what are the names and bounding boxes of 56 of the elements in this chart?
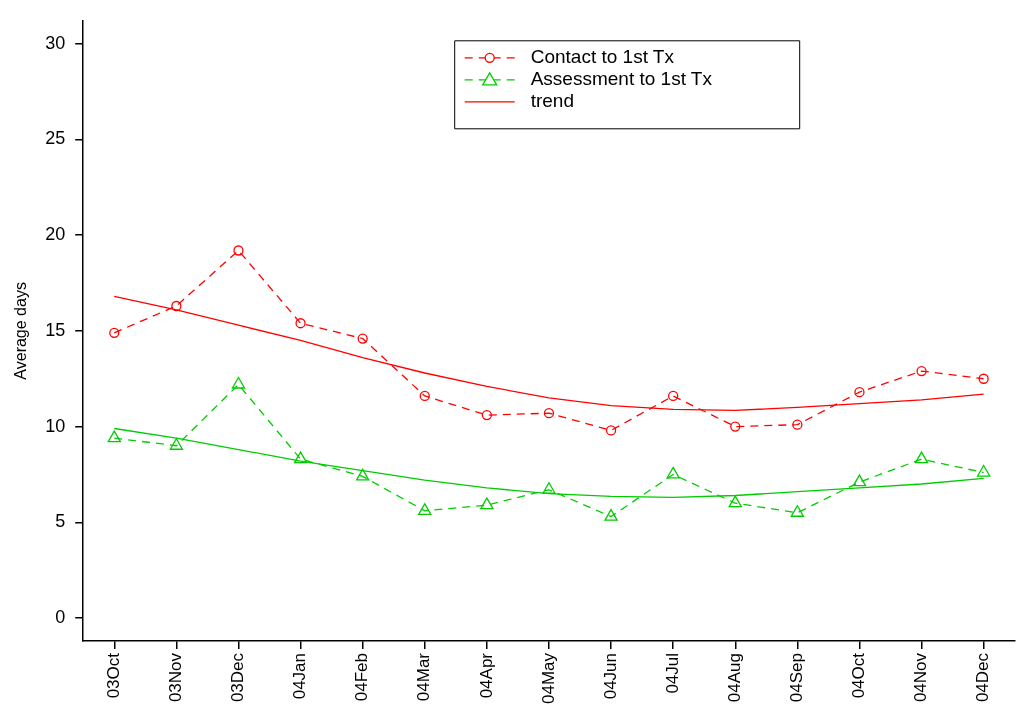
x-tick-label: 04May: [538, 652, 558, 705]
point: [854, 386, 865, 398]
point: [107, 430, 121, 443]
point: [233, 245, 244, 256]
x-tick-label: 04Oct: [849, 652, 869, 699]
point: [852, 474, 867, 487]
y-axis-title: Average days: [12, 282, 30, 380]
x-tick-label: 04Aug: [724, 652, 744, 703]
point: [481, 409, 493, 421]
point: [480, 497, 494, 510]
legend-label: Contact to 1st Tx: [530, 46, 675, 68]
x-tick-label: 04Dec: [973, 652, 993, 703]
point: [355, 468, 370, 481]
point: [293, 451, 308, 464]
point: [668, 390, 679, 402]
point: [790, 505, 805, 517]
point: [109, 327, 120, 338]
point: [169, 438, 184, 450]
point: [295, 318, 306, 329]
legend-label: trend: [530, 90, 575, 112]
y-tick-label: 15: [45, 319, 66, 340]
x-tick-label: 04Jan: [290, 652, 310, 700]
point: [357, 333, 368, 344]
y-tick-label: 5: [55, 511, 66, 532]
y-tick-label: 30: [45, 32, 66, 53]
point: [605, 425, 617, 436]
x-tick-label: 04Feb: [352, 652, 372, 702]
point: [418, 503, 432, 515]
point: [231, 376, 246, 389]
point: [543, 408, 555, 419]
y-tick-label: 10: [45, 415, 66, 436]
x-tick-label: 04Nov: [911, 652, 931, 703]
point: [666, 466, 680, 479]
y-tick-label: 20: [45, 224, 66, 245]
x-tick-label: 03Nov: [166, 652, 186, 703]
point: [171, 300, 182, 312]
x-tick-label: 04Sep: [787, 652, 807, 703]
point: [730, 421, 741, 432]
point: [542, 482, 556, 494]
y-tick-label: 25: [45, 128, 66, 149]
point: [976, 464, 991, 477]
x-tick-label: 03Dec: [228, 652, 248, 703]
point: [916, 365, 927, 377]
x-tick-label: 04Jun: [600, 652, 620, 700]
point: [419, 390, 430, 402]
point: [728, 495, 742, 508]
point: [604, 508, 618, 521]
x-tick-label: 04Mar: [414, 652, 434, 702]
x-tick-label: 03Oct: [103, 652, 123, 699]
x-tick-label: 04Jul: [662, 652, 682, 694]
point: [978, 373, 989, 384]
legend-label: Assessment to 1st Tx: [530, 68, 713, 90]
point: [792, 419, 803, 430]
point: [914, 451, 929, 464]
y-tick-label: 0: [55, 606, 66, 627]
x-tick-label: 04Apr: [476, 652, 496, 699]
